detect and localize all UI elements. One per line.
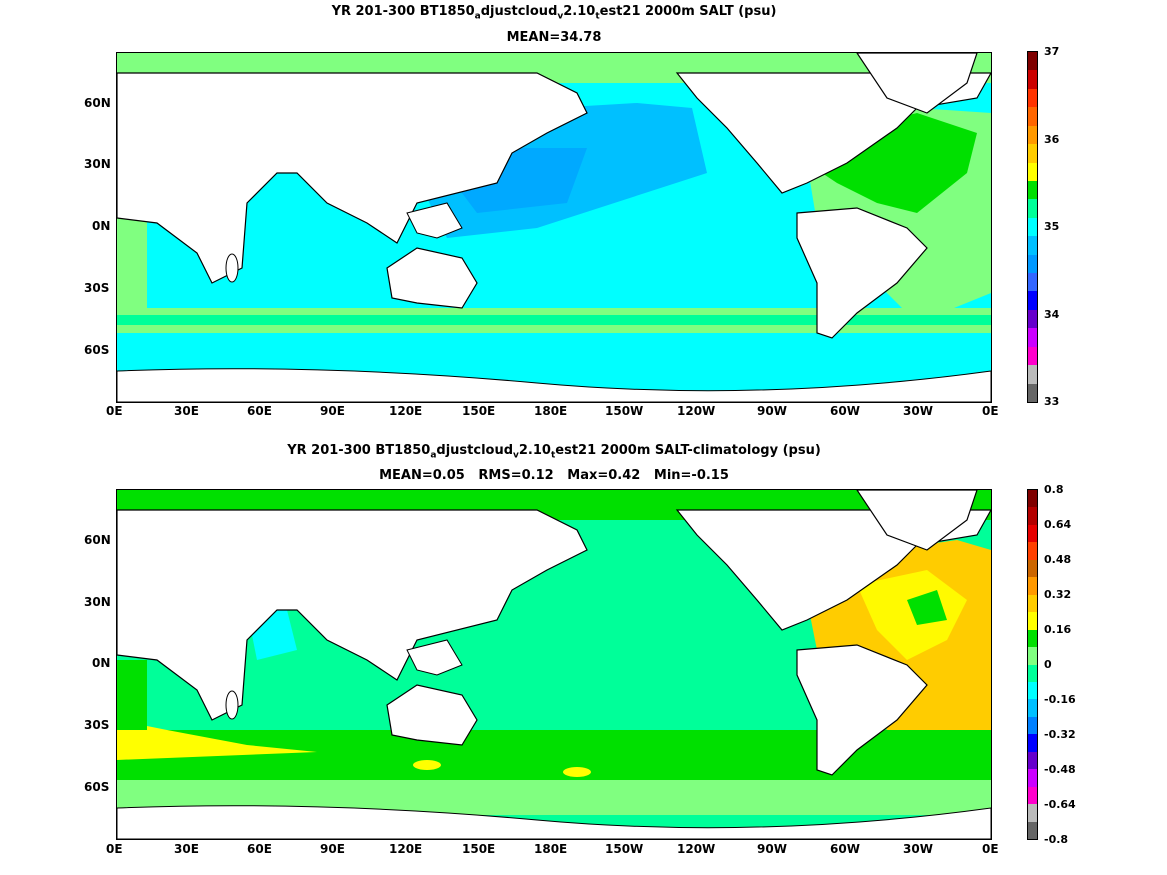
- panel1-xtick: 180E: [534, 404, 568, 418]
- colorbar-swatch: [1028, 507, 1037, 525]
- panel2-title: YR 201-300 BT1850adjustcloudv2.10test21 …: [287, 443, 821, 461]
- panel1-xtick: 90E: [320, 404, 345, 418]
- panel2-xtick: 0E: [982, 842, 999, 856]
- colorbar-swatch: [1028, 490, 1037, 508]
- colorbar-swatch: [1028, 365, 1037, 384]
- panel1-ytick-30n: 30N: [84, 157, 111, 171]
- panel2-xtick: 60E: [247, 842, 272, 856]
- panel2-colorbar-label: 0.48: [1044, 553, 1072, 566]
- colorbar-swatch: [1028, 542, 1037, 560]
- colorbar-swatch: [1028, 577, 1037, 595]
- colorbar-swatch: [1028, 699, 1037, 717]
- panel2-colorbar-label: -0.32: [1044, 728, 1076, 741]
- panel2-colorbar-label: 0.16: [1044, 623, 1072, 636]
- panel1-ytick-0n: 0N: [92, 219, 111, 233]
- colorbar-swatch: [1028, 751, 1037, 770]
- panel1-subtitle: MEAN=34.78: [506, 30, 602, 45]
- panel1-xtick: 0E: [106, 404, 123, 418]
- colorbar-swatch: [1028, 291, 1037, 310]
- colorbar-swatch: [1028, 647, 1037, 665]
- panel2-xtick: 180E: [534, 842, 568, 856]
- panel1-xtick: 120W: [677, 404, 716, 418]
- panel2-ytick-0n: 0N: [92, 656, 111, 670]
- panel2-xtick: 120W: [677, 842, 716, 856]
- panel2-xtick: 60W: [830, 842, 860, 856]
- colorbar-swatch: [1028, 664, 1037, 682]
- colorbar-swatch: [1028, 107, 1037, 126]
- panel1-xtick: 30E: [174, 404, 199, 418]
- colorbar-swatch: [1028, 383, 1037, 403]
- panel1-colorbar-label: 36: [1044, 133, 1060, 146]
- panel2-map: [116, 489, 992, 840]
- colorbar-swatch: [1028, 273, 1037, 292]
- panel1-colorbar: [1027, 51, 1038, 403]
- panel1-colorbar-label: 34: [1044, 308, 1060, 321]
- panel2-xtick: 30E: [174, 842, 199, 856]
- panel2-xtick: 0E: [106, 842, 123, 856]
- colorbar-swatch: [1028, 346, 1037, 366]
- panel2-colorbar-label: -0.16: [1044, 693, 1076, 706]
- colorbar-swatch: [1028, 524, 1037, 543]
- panel2-subtitle: MEAN=0.05 RMS=0.12 Max=0.42 Min=-0.15: [379, 468, 729, 483]
- panel2-colorbar-label: -0.8: [1044, 833, 1069, 846]
- panel2-colorbar-label: -0.48: [1044, 763, 1076, 776]
- panel2-colorbar-label: -0.64: [1044, 798, 1076, 811]
- colorbar-swatch: [1028, 162, 1037, 181]
- colorbar-swatch: [1028, 629, 1037, 648]
- colorbar-swatch: [1028, 180, 1037, 200]
- colorbar-swatch: [1028, 769, 1037, 787]
- panel1-map: [116, 52, 992, 403]
- panel2-xtick: 30W: [903, 842, 933, 856]
- colorbar-swatch: [1028, 804, 1037, 822]
- panel1-xtick: 0E: [982, 404, 999, 418]
- colorbar-swatch: [1028, 217, 1037, 237]
- colorbar-swatch: [1028, 125, 1037, 145]
- panel2-xtick: 120E: [389, 842, 423, 856]
- panel2-colorbar-label: 0.64: [1044, 518, 1072, 531]
- panel1-xtick: 120E: [389, 404, 423, 418]
- colorbar-swatch: [1028, 52, 1037, 71]
- panel1-xtick: 30W: [903, 404, 933, 418]
- colorbar-swatch: [1028, 612, 1037, 630]
- colorbar-swatch: [1028, 70, 1037, 89]
- colorbar-swatch: [1028, 88, 1037, 108]
- colorbar-swatch: [1028, 236, 1037, 255]
- panel1-xtick: 150W: [605, 404, 644, 418]
- panel2-xtick: 150W: [605, 842, 644, 856]
- panel2-colorbar-label: 0.8: [1044, 483, 1064, 496]
- panel2-colorbar-label: 0.32: [1044, 588, 1072, 601]
- colorbar-swatch: [1028, 786, 1037, 805]
- panel1-colorbar-label: 33: [1044, 395, 1060, 408]
- colorbar-swatch: [1028, 716, 1037, 735]
- panel2-ytick-30s: 30S: [84, 718, 110, 732]
- colorbar-swatch: [1028, 734, 1037, 752]
- panel2-ytick-60n: 60N: [84, 533, 111, 547]
- colorbar-swatch: [1028, 594, 1037, 613]
- panel1-ytick-60n: 60N: [84, 96, 111, 110]
- panel1-colorbar-label: 35: [1044, 220, 1060, 233]
- panel1-ytick-30s: 30S: [84, 281, 110, 295]
- panel2-xtick: 90E: [320, 842, 345, 856]
- panel2-xtick: 150E: [462, 842, 496, 856]
- panel2-colorbar: [1027, 489, 1038, 840]
- panel2-ytick-30n: 30N: [84, 595, 111, 609]
- colorbar-swatch: [1028, 199, 1037, 218]
- colorbar-swatch: [1028, 309, 1037, 329]
- panel2-colorbar-label: 0: [1044, 658, 1052, 671]
- panel1-xtick: 150E: [462, 404, 496, 418]
- colorbar-swatch: [1028, 144, 1037, 163]
- colorbar-swatch: [1028, 328, 1037, 347]
- panel1-ytick-60s: 60S: [84, 343, 110, 357]
- panel1-xtick: 60W: [830, 404, 860, 418]
- colorbar-swatch: [1028, 254, 1037, 274]
- panel2-ytick-60s: 60S: [84, 780, 110, 794]
- panel1-title: YR 201-300 BT1850adjustcloudv2.10test21 …: [331, 4, 777, 22]
- panel1-xtick: 60E: [247, 404, 272, 418]
- colorbar-swatch: [1028, 681, 1037, 700]
- colorbar-swatch: [1028, 821, 1037, 840]
- panel1-xtick: 90W: [757, 404, 787, 418]
- panel1-colorbar-label: 37: [1044, 45, 1060, 58]
- colorbar-swatch: [1028, 559, 1037, 578]
- panel2-xtick: 90W: [757, 842, 787, 856]
